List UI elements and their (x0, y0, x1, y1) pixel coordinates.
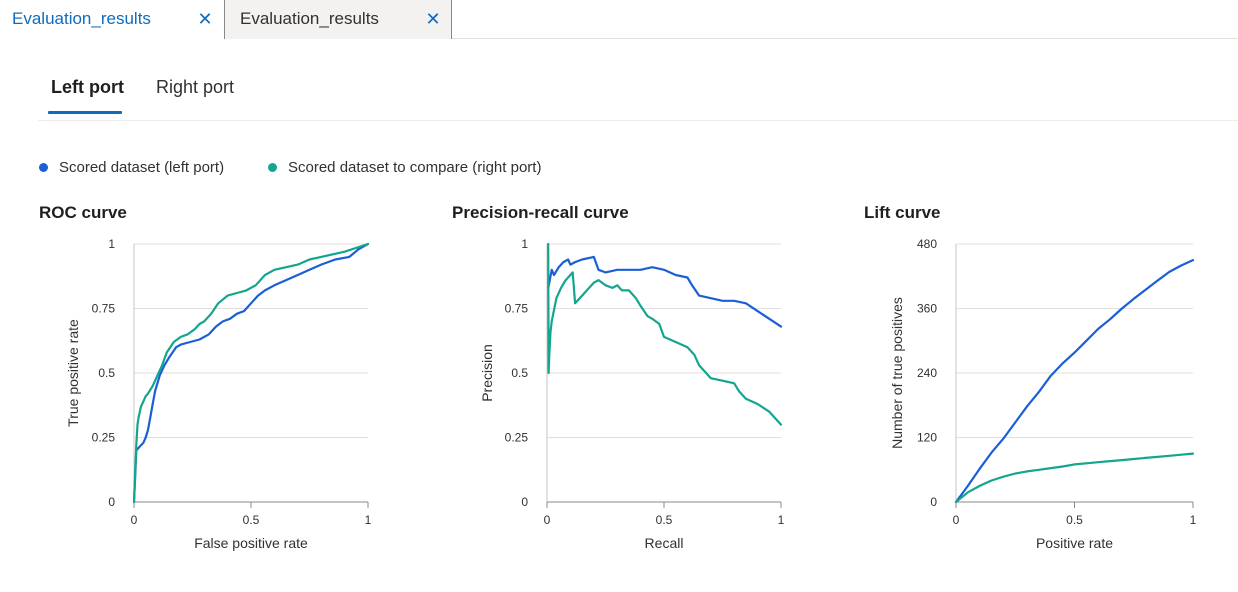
legend-item-right-port[interactable]: Scored dataset to compare (right port) (268, 157, 541, 177)
roc-chart-title: ROC curve (39, 203, 127, 222)
document-tab-label: Evaluation_results (240, 9, 379, 28)
close-icon[interactable]: ✕ (425, 9, 441, 29)
pr-y-axis-label: Precision (479, 344, 495, 402)
legend-item-left-port[interactable]: Scored dataset (left port) (39, 157, 224, 177)
lift-y-tick-label: 360 (917, 302, 937, 316)
lift-series-line-left-port (954, 259, 1195, 504)
lift-y-tick-label: 120 (917, 431, 937, 445)
roc-y-tick-label: 0.5 (98, 366, 115, 380)
roc-y-axis-label: True positive rate (65, 319, 81, 427)
lift-x-tick-label: 1 (1190, 513, 1197, 527)
lift-x-tick-label: 0.5 (1066, 513, 1083, 527)
tab-left-port[interactable]: Left port (51, 77, 124, 97)
pr-x-tick-label: 0.5 (656, 513, 673, 527)
pr-series-line-left-port (547, 255, 783, 328)
port-tab-strip: Left port Right port (38, 60, 1238, 121)
lift-y-tick-label: 0 (930, 495, 937, 509)
document-tab-1[interactable]: Evaluation_results ✕ (0, 0, 224, 39)
lift-series-line-right-port (954, 452, 1195, 504)
roc-y-tick-label: 0.25 (92, 431, 116, 445)
document-tab-label: Evaluation_results (12, 9, 151, 28)
roc-series-line-right-port (132, 242, 370, 504)
lift-chart-title: Lift curve (864, 203, 941, 222)
roc-x-tick-label: 0.5 (243, 513, 260, 527)
roc-x-axis-label: False positive rate (194, 535, 308, 551)
lift-y-tick-label: 240 (917, 366, 937, 380)
legend-dot-icon (39, 162, 48, 172)
legend-dot-icon (268, 162, 277, 172)
legend-label: Scored dataset to compare (right port) (288, 158, 542, 176)
document-tab-2[interactable]: Evaluation_results ✕ (224, 0, 452, 39)
document-tab-bar: Evaluation_results ✕ Evaluation_results … (0, 0, 1238, 39)
tab-right-port[interactable]: Right port (156, 77, 235, 97)
pr-y-tick-label: 0.75 (505, 302, 529, 316)
pr-y-tick-label: 0.5 (511, 366, 528, 380)
pr-y-tick-label: 1 (521, 237, 528, 251)
pr-x-tick-label: 1 (778, 513, 785, 527)
selected-tab-indicator (48, 111, 122, 114)
lift-y-tick-label: 480 (917, 237, 937, 251)
pr-y-tick-label: 0.25 (505, 431, 529, 445)
roc-series-line-left-port (132, 242, 370, 504)
pr-chart-title: Precision-recall curve (452, 203, 629, 222)
pr-x-tick-label: 0 (544, 513, 551, 527)
pr-series-line-right-port (547, 242, 783, 426)
roc-x-tick-label: 0 (131, 513, 138, 527)
roc-y-tick-label: 0.75 (92, 302, 116, 316)
lift-x-tick-label: 0 (953, 513, 960, 527)
pr-x-axis-label: Recall (645, 535, 684, 551)
roc-y-tick-label: 1 (108, 237, 115, 251)
legend-label: Scored dataset (left port) (59, 158, 225, 176)
lift-x-axis-label: Positive rate (1036, 535, 1113, 551)
roc-x-tick-label: 1 (365, 513, 372, 527)
lift-y-axis-label: Number of true positives (889, 297, 905, 449)
close-icon[interactable]: ✕ (197, 9, 213, 29)
pr-y-tick-label: 0 (521, 495, 528, 509)
roc-y-tick-label: 0 (108, 495, 115, 509)
